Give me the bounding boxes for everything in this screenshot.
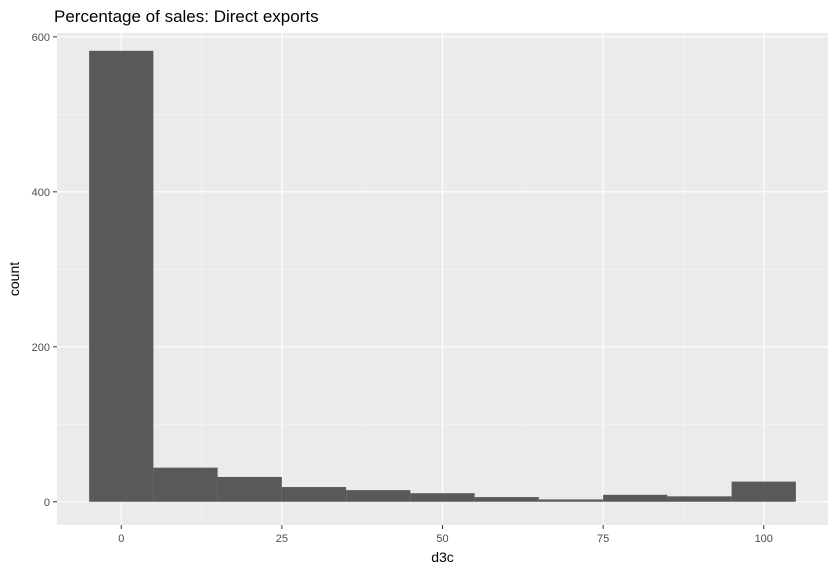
x-tick-label: 0 (118, 533, 124, 545)
histogram-bar (346, 490, 411, 502)
histogram-bars (89, 50, 796, 502)
x-tick-label: 50 (436, 533, 448, 545)
x-axis-ticks: 0 25 50 75 100 (118, 525, 773, 545)
x-tick-label: 25 (276, 533, 288, 545)
histogram-bar (153, 467, 218, 502)
y-tick-label: 600 (32, 32, 50, 44)
histogram-bar (410, 493, 475, 502)
y-tick-label: 400 (32, 187, 50, 199)
histogram-bar (281, 487, 347, 502)
histogram-bar (89, 50, 154, 502)
histogram-bar (731, 481, 796, 502)
histogram-bar (538, 499, 604, 502)
y-tick-label: 200 (32, 342, 50, 354)
x-axis-title: d3c (431, 549, 454, 565)
histogram-bar (667, 496, 732, 502)
histogram-bar (603, 494, 668, 502)
y-tick-label: 0 (44, 497, 50, 509)
y-axis-ticks: 0 200 400 600 (32, 32, 57, 509)
x-tick-label: 100 (755, 533, 773, 545)
histogram-bar (474, 497, 539, 502)
histogram-bar (217, 476, 282, 502)
x-tick-label: 75 (597, 533, 609, 545)
y-axis-title: count (6, 262, 22, 296)
chart-title: Percentage of sales: Direct exports (54, 7, 319, 26)
